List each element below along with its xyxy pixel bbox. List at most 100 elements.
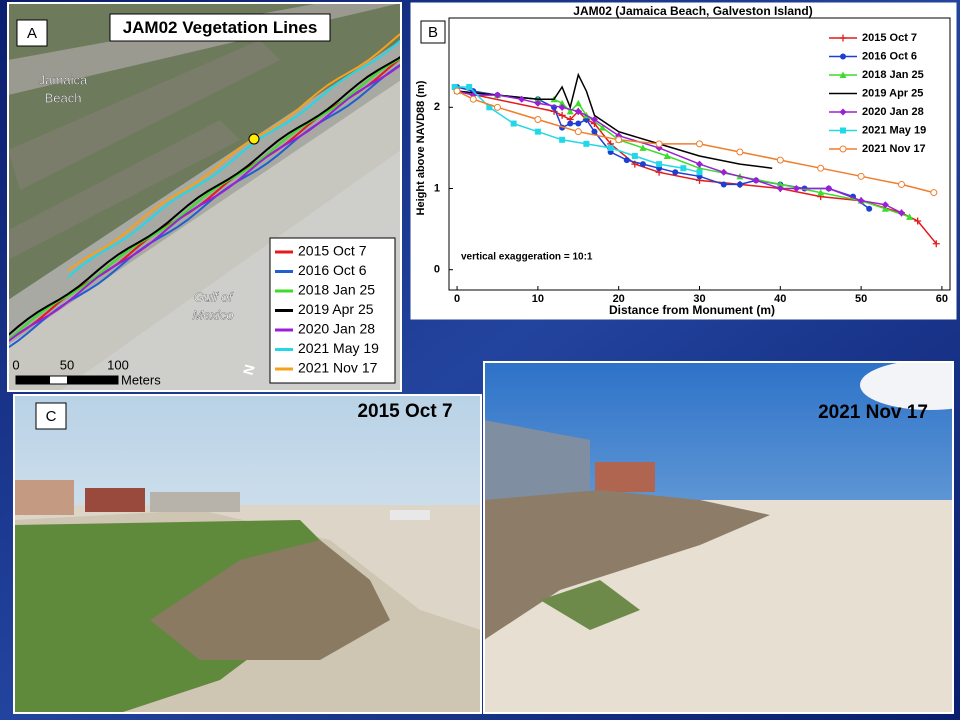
point (607, 144, 614, 151)
point (656, 161, 663, 168)
y-axis-label: Height above NAVD88 (m) (415, 80, 427, 215)
annotation: vertical exaggeration = 10:1 (461, 252, 593, 263)
vegetation-line (8, 63, 401, 349)
point (453, 87, 461, 95)
scale-unit: Meters (121, 372, 161, 387)
point (866, 205, 873, 212)
point (663, 152, 671, 160)
point (839, 145, 847, 153)
point (486, 104, 493, 111)
scale-label: 100 (107, 357, 129, 372)
scale-label: 50 (60, 357, 74, 372)
point (932, 240, 940, 248)
legend-label: 2018 Jan 25 (298, 282, 375, 298)
vegetation-line (8, 55, 401, 337)
panel-label-box (35, 402, 67, 430)
point (510, 120, 517, 127)
x-tick-label: 20 (613, 293, 625, 305)
legend-label: 2021 Nov 17 (298, 360, 378, 376)
y-tick-label: 1 (434, 182, 440, 194)
point (558, 99, 566, 107)
point (623, 157, 630, 164)
legend-label: 2015 Oct 7 (862, 32, 917, 44)
point (591, 128, 598, 135)
scale-label: 0 (12, 357, 19, 372)
y-tick-label: 2 (434, 101, 440, 113)
x-axis-label: Distance from Monument (m) (609, 303, 775, 317)
legend-label: 2016 Oct 6 (862, 50, 917, 62)
scale-bar-seg (67, 376, 118, 384)
point (914, 217, 922, 225)
scale-bar-seg (16, 376, 50, 384)
point (696, 169, 703, 176)
point (898, 180, 906, 188)
point (639, 144, 647, 151)
point (534, 99, 542, 107)
photo-2021 (484, 362, 953, 713)
point (655, 140, 663, 148)
vegetation-line (8, 56, 401, 341)
point (839, 71, 847, 78)
monument-marker (248, 133, 260, 145)
series-line (456, 90, 934, 194)
point (839, 34, 847, 42)
point (518, 95, 526, 103)
x-tick-label: 50 (855, 293, 867, 305)
chart-panel (410, 2, 957, 320)
legend-label: 2021 May 19 (298, 340, 379, 356)
point (857, 172, 865, 180)
legend-label: 2019 Apr 25 (862, 87, 923, 99)
legend-label: 2015 Oct 7 (298, 243, 367, 259)
panel-label: A (27, 25, 37, 42)
point (590, 115, 598, 123)
panel-label-box (16, 19, 48, 47)
vegetation-line (67, 32, 401, 272)
vegetation-line (67, 38, 401, 278)
point (792, 185, 800, 193)
chart-title: JAM02 (Jamaica Beach, Galveston Island) (573, 4, 812, 18)
series-line (457, 72, 773, 169)
point (736, 181, 743, 188)
point (574, 107, 582, 115)
point (817, 189, 825, 196)
map-title: JAM02 Vegetation Lines (123, 18, 318, 37)
point (906, 213, 914, 220)
point (720, 181, 727, 188)
x-tick-label: 0 (454, 293, 460, 305)
point (567, 120, 574, 127)
point (559, 136, 566, 143)
legend-label: 2021 May 19 (862, 124, 926, 136)
point (599, 124, 607, 131)
point (839, 108, 847, 116)
point (930, 189, 938, 197)
vegetation-line (8, 63, 401, 343)
point (493, 103, 501, 111)
point (615, 136, 623, 144)
point (840, 127, 846, 134)
point (451, 84, 458, 91)
point (752, 176, 760, 184)
point (857, 197, 865, 205)
point (840, 53, 846, 60)
north-arrow: N (240, 363, 258, 377)
point (574, 99, 582, 107)
point (898, 209, 906, 217)
sea-label: Mexico (192, 307, 233, 322)
point (469, 95, 477, 103)
point (631, 153, 638, 160)
point (534, 128, 541, 135)
point (720, 168, 728, 176)
legend-label: 2018 Jan 25 (862, 69, 924, 81)
legend-label: 2020 Jan 28 (862, 106, 924, 118)
x-tick-label: 60 (936, 293, 948, 305)
legend-label: 2016 Oct 6 (298, 262, 367, 278)
point (817, 164, 825, 172)
place-label: Beach (45, 90, 82, 105)
point (825, 185, 833, 193)
point (672, 169, 679, 176)
point (466, 84, 473, 91)
photo-caption: 2021 Nov 17 (818, 402, 928, 423)
sea-label: Gulf of (194, 289, 234, 304)
